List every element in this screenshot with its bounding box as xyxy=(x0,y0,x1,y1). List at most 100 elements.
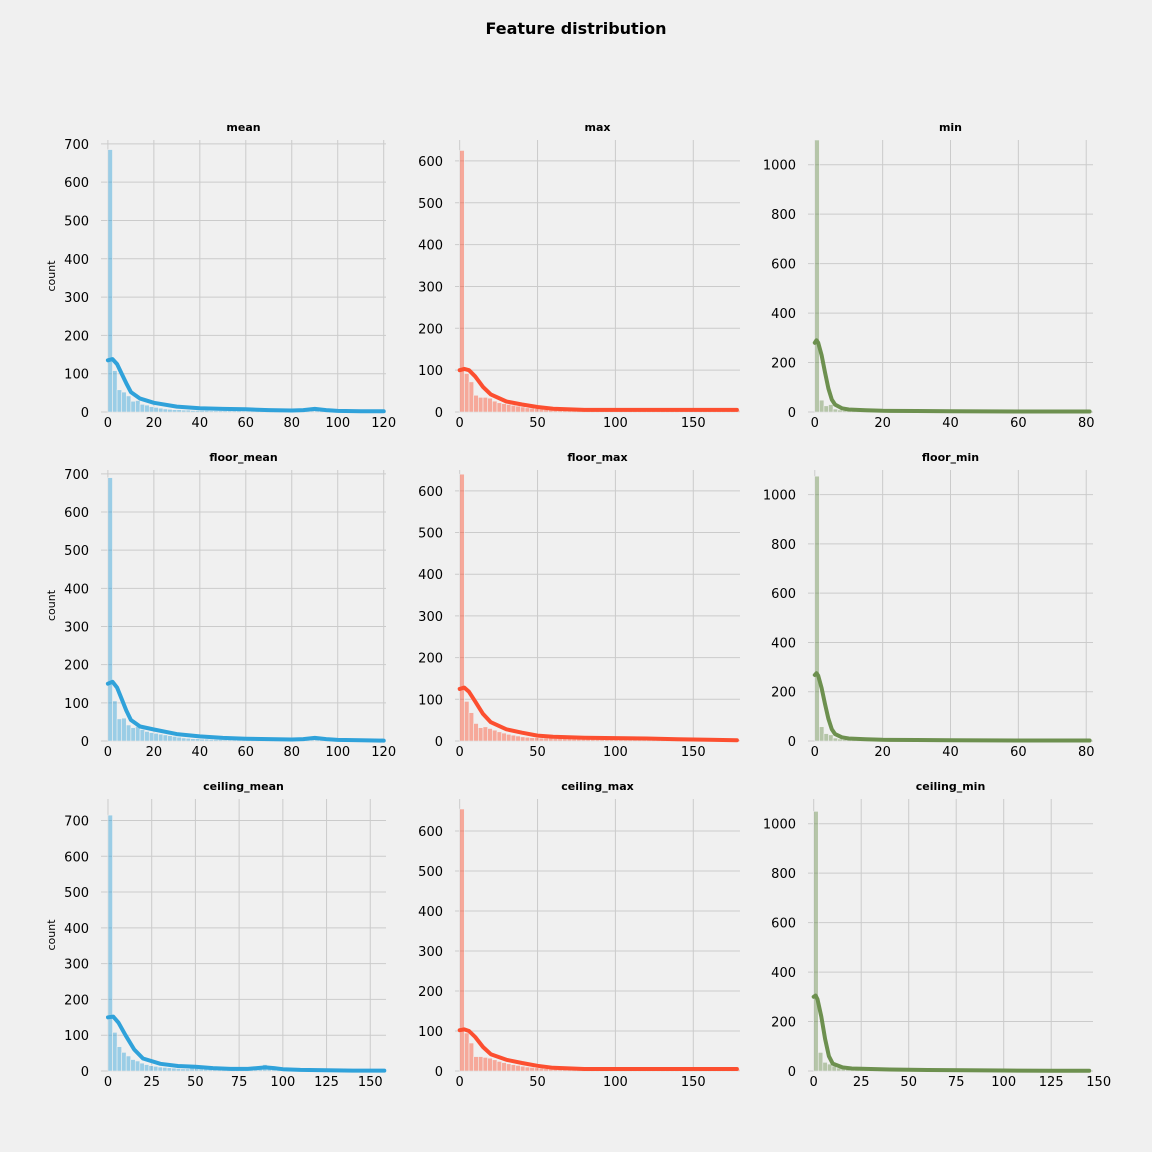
kde-line xyxy=(457,685,739,743)
x-tick-label: 0 xyxy=(456,745,464,760)
histogram-bar xyxy=(181,737,187,742)
kde-line xyxy=(812,338,1092,414)
x-tick-label: 100 xyxy=(325,745,350,760)
histogram-bar xyxy=(501,732,507,742)
histogram-bar xyxy=(534,737,540,742)
histogram-bar xyxy=(116,718,122,742)
histogram-bar xyxy=(181,409,187,413)
panel-title: floor_min xyxy=(922,451,979,464)
x-tick-label: 0 xyxy=(811,416,819,431)
panel-title: floor_mean xyxy=(209,451,277,464)
y-axis-label: count xyxy=(45,589,58,621)
x-tick-label: 100 xyxy=(991,1075,1016,1090)
histogram-bar xyxy=(158,407,164,413)
histogram-bar xyxy=(222,410,228,413)
histogram-bar xyxy=(496,731,503,742)
histogram-bar xyxy=(828,404,834,413)
histogram-bar xyxy=(828,734,834,742)
y-tick-label: 0 xyxy=(788,1065,796,1080)
histogram-bar xyxy=(171,1067,177,1072)
y-tick-label: 700 xyxy=(64,814,89,829)
histogram-bar xyxy=(837,738,843,742)
histogram-bar xyxy=(112,1032,118,1072)
panel-floor-max: 0 50 100 150 0 100 200 300 400 500 600 floor_max xyxy=(418,451,741,760)
kde-line xyxy=(811,993,1092,1073)
y-tick-label: 0 xyxy=(435,406,443,421)
histogram-bar xyxy=(506,404,512,413)
histogram-bar xyxy=(135,400,141,413)
histogram-bar xyxy=(176,736,182,742)
y-tick-label: 200 xyxy=(64,659,89,674)
x-tick-label: 20 xyxy=(874,416,891,431)
panel-title: ceiling_min xyxy=(916,780,986,793)
histogram-bar xyxy=(814,475,820,742)
y-tick-label: 400 xyxy=(64,922,89,937)
y-tick-label: 100 xyxy=(418,1025,443,1040)
histogram-bar xyxy=(538,737,545,742)
histogram-bar xyxy=(148,732,155,742)
y-tick-label: 100 xyxy=(418,693,443,708)
y-tick-label: 0 xyxy=(788,735,796,750)
histogram-bar xyxy=(464,701,470,742)
histogram-bar xyxy=(832,737,838,742)
y-tick-label: 0 xyxy=(788,406,796,421)
histogram-bar xyxy=(823,733,829,742)
histogram-bar xyxy=(524,736,531,742)
panel-ceiling-max: 0 50 100 150 0 100 200 300 400 500 600 ceiling_max xyxy=(418,780,741,1090)
histogram-bar xyxy=(194,738,201,742)
figure-title: Feature distribution xyxy=(485,19,667,38)
y-tick-label: 500 xyxy=(418,527,443,542)
y-tick-label: 800 xyxy=(771,867,796,882)
y-tick-label: 600 xyxy=(418,825,443,840)
histogram-bar xyxy=(837,409,843,413)
histogram-bar xyxy=(510,1064,517,1072)
histogram-bar xyxy=(185,738,191,742)
x-tick-label: 0 xyxy=(104,745,112,760)
y-axis-label: count xyxy=(45,260,58,292)
histogram-bar xyxy=(144,404,150,413)
y-tick-label: 400 xyxy=(418,568,443,583)
histogram-bar xyxy=(482,726,489,742)
histogram-bar xyxy=(130,400,136,413)
x-tick-label: 40 xyxy=(192,745,209,760)
y-tick-label: 600 xyxy=(418,485,443,500)
histogram-bar xyxy=(534,408,540,413)
x-tick-label: 100 xyxy=(270,1075,295,1090)
y-tick-label: 200 xyxy=(418,652,443,667)
x-tick-label: 80 xyxy=(1078,745,1095,760)
histogram-bar xyxy=(148,406,155,413)
histogram-bar xyxy=(240,410,247,413)
x-tick-label: 50 xyxy=(900,1075,917,1090)
x-tick-label: 20 xyxy=(146,745,163,760)
histogram-bar xyxy=(130,727,136,742)
x-tick-label: 100 xyxy=(603,416,628,431)
histogram-bar xyxy=(459,150,465,413)
y-tick-label: 300 xyxy=(64,958,89,973)
histogram-bar xyxy=(167,735,173,742)
histogram-bar xyxy=(520,406,526,413)
histogram-bar xyxy=(529,1067,535,1072)
x-tick-label: 80 xyxy=(283,745,300,760)
y-tick-label: 700 xyxy=(64,468,89,483)
y-tick-label: 200 xyxy=(418,322,443,337)
histogram-bar xyxy=(492,400,498,413)
histogram-bar xyxy=(501,403,507,413)
histogram-bar xyxy=(121,717,127,742)
y-tick-label: 100 xyxy=(64,368,89,383)
histogram-bar xyxy=(520,1065,526,1072)
histogram-bar xyxy=(171,409,178,413)
histogram-bar xyxy=(171,736,178,742)
histogram-bar xyxy=(116,1046,122,1072)
x-tick-label: 150 xyxy=(358,1075,383,1090)
histogram-bar xyxy=(487,1057,493,1072)
histogram-bar xyxy=(464,373,470,413)
y-tick-label: 400 xyxy=(64,253,89,268)
y-tick-label: 0 xyxy=(81,406,89,421)
histogram-bar xyxy=(121,391,127,413)
x-tick-label: 40 xyxy=(192,416,209,431)
x-tick-label: 75 xyxy=(231,1075,248,1090)
histogram-bar xyxy=(112,700,118,742)
histogram-bar xyxy=(204,738,210,742)
histogram-bar xyxy=(492,1059,498,1072)
